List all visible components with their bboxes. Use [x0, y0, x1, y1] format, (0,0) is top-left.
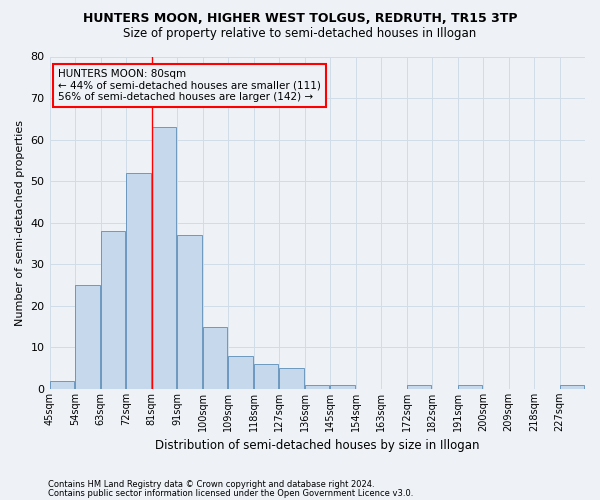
Bar: [560, 384, 584, 389]
Text: Contains public sector information licensed under the Open Government Licence v3: Contains public sector information licen…: [48, 488, 413, 498]
Bar: [75, 285, 100, 389]
Bar: [279, 368, 304, 389]
Bar: [203, 326, 227, 389]
Bar: [152, 127, 176, 389]
Bar: [126, 173, 151, 389]
Text: HUNTERS MOON: 80sqm
← 44% of semi-detached houses are smaller (111)
56% of semi-: HUNTERS MOON: 80sqm ← 44% of semi-detach…: [58, 69, 321, 102]
Bar: [407, 384, 431, 389]
Bar: [254, 364, 278, 389]
Bar: [305, 384, 329, 389]
Text: Size of property relative to semi-detached houses in Illogan: Size of property relative to semi-detach…: [124, 28, 476, 40]
Y-axis label: Number of semi-detached properties: Number of semi-detached properties: [15, 120, 25, 326]
Text: HUNTERS MOON, HIGHER WEST TOLGUS, REDRUTH, TR15 3TP: HUNTERS MOON, HIGHER WEST TOLGUS, REDRUT…: [83, 12, 517, 26]
Bar: [228, 356, 253, 389]
Bar: [458, 384, 482, 389]
Bar: [177, 235, 202, 389]
Text: Contains HM Land Registry data © Crown copyright and database right 2024.: Contains HM Land Registry data © Crown c…: [48, 480, 374, 489]
Bar: [101, 231, 125, 389]
X-axis label: Distribution of semi-detached houses by size in Illogan: Distribution of semi-detached houses by …: [155, 440, 479, 452]
Bar: [50, 380, 74, 389]
Bar: [330, 384, 355, 389]
